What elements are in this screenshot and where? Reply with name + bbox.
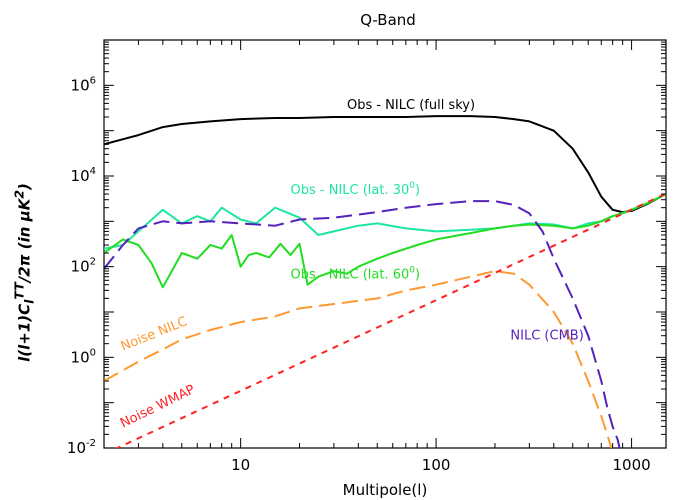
annotations: Obs - NILC (full sky) Obs - NILC (lat. 30… [118,98,584,431]
annotation-obs-nilc-lat-30: Obs - NILC (lat. 300) [291,181,421,198]
y-tick-label: 102 [71,257,96,276]
chart-title: Q-Band [360,11,416,29]
x-tick-label: 1000 [612,456,650,474]
annotation-noise-nilc: Noise NILC [119,314,190,354]
x-tick-label: 100 [422,456,451,474]
y-axis-title: l(l+1)ClTT/2π (in μK2) [11,183,37,362]
y-tick-label: 10-2 [67,438,96,457]
series-noise-wmap [114,192,666,448]
x-tick-label: 10 [231,456,250,474]
series-nilc-cmb [104,200,621,448]
series-obs-nilc-lat-60 [104,193,666,289]
y-tick-label: 106 [71,75,96,94]
annotation-obs-nilc-full-sky: Obs - NILC (full sky) [347,98,475,113]
series-layer [104,115,666,448]
series-obs-nilc-lat-30 [104,193,666,250]
annotation-obs-nilc-lat-60: Obs - NILC (lat. 600) [291,265,421,282]
plot-frame [103,39,667,449]
ticks-layer: 10 100 1000 10-2 100 102 104 106 [67,40,666,474]
x-axis-title: Multipole(l) [343,481,428,499]
y-tick-label: 104 [71,166,96,185]
annotation-nilc-cmb: NILC (CMB) [510,328,583,343]
series-obs-nilc-full-sky [104,115,666,214]
series-noise-nilc [104,270,613,448]
plot-border [103,39,667,449]
annotation-noise-wmap: Noise WMAP [118,382,198,431]
y-tick-label: 100 [71,347,96,366]
